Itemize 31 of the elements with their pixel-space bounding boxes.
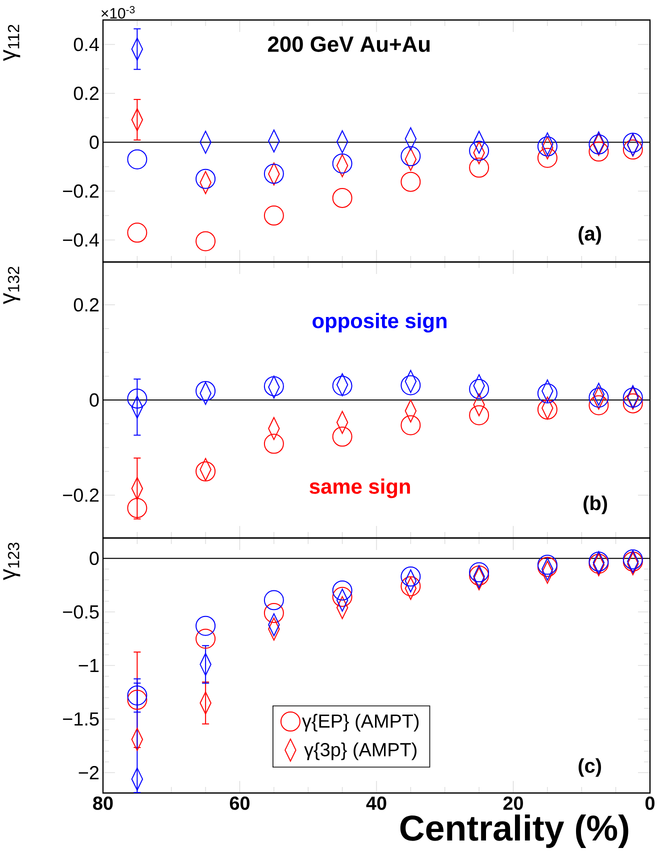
x-tick-label: 40 (366, 796, 386, 810)
x-tick-label: 20 (503, 796, 523, 810)
y-tick-label: 0.4 (74, 38, 99, 52)
annotation: opposite sign (312, 312, 446, 333)
y-tick-label: −1.5 (63, 712, 99, 726)
annotation: same sign (310, 478, 410, 498)
y-tick-label: 0 (90, 552, 99, 566)
y-tick-label: −0.4 (63, 233, 99, 247)
y-tick-label: 0.2 (74, 298, 99, 312)
legend-label: γ{EP} (AMPT) (302, 714, 419, 732)
y-tick-label: −0.2 (63, 184, 99, 198)
x-tick-label: 0 (645, 796, 654, 810)
y-tick-label: 0 (90, 393, 99, 407)
y-tick-label: 0 (90, 136, 99, 149)
y-axis-title: γ$_{132}$ (3, 266, 20, 304)
annotation: (a) (578, 226, 601, 245)
x-tick-label: 60 (230, 796, 250, 810)
y-tick-label: −0.5 (63, 605, 99, 619)
annotation: 200 GeV Au+Au (268, 36, 430, 52)
y-tick-label: −0.2 (63, 488, 99, 502)
y-tick-label: 0.2 (74, 86, 99, 100)
x-tick-label: 80 (93, 796, 113, 810)
annotation: (b) (584, 496, 608, 514)
text: ×10$^{-3}$ (101, 6, 135, 19)
annotation: (c) (578, 758, 601, 777)
y-tick-label: −2 (78, 766, 99, 780)
y-axis-title: γ$_{123}$ (3, 542, 20, 580)
y-axis-title: γ$_{112}$ (3, 24, 20, 61)
legend-label: γ{3p} (AMPT) (304, 742, 416, 760)
x-axis-title: Centrality (%) (400, 814, 628, 848)
y-tick-label: −1 (78, 658, 99, 672)
